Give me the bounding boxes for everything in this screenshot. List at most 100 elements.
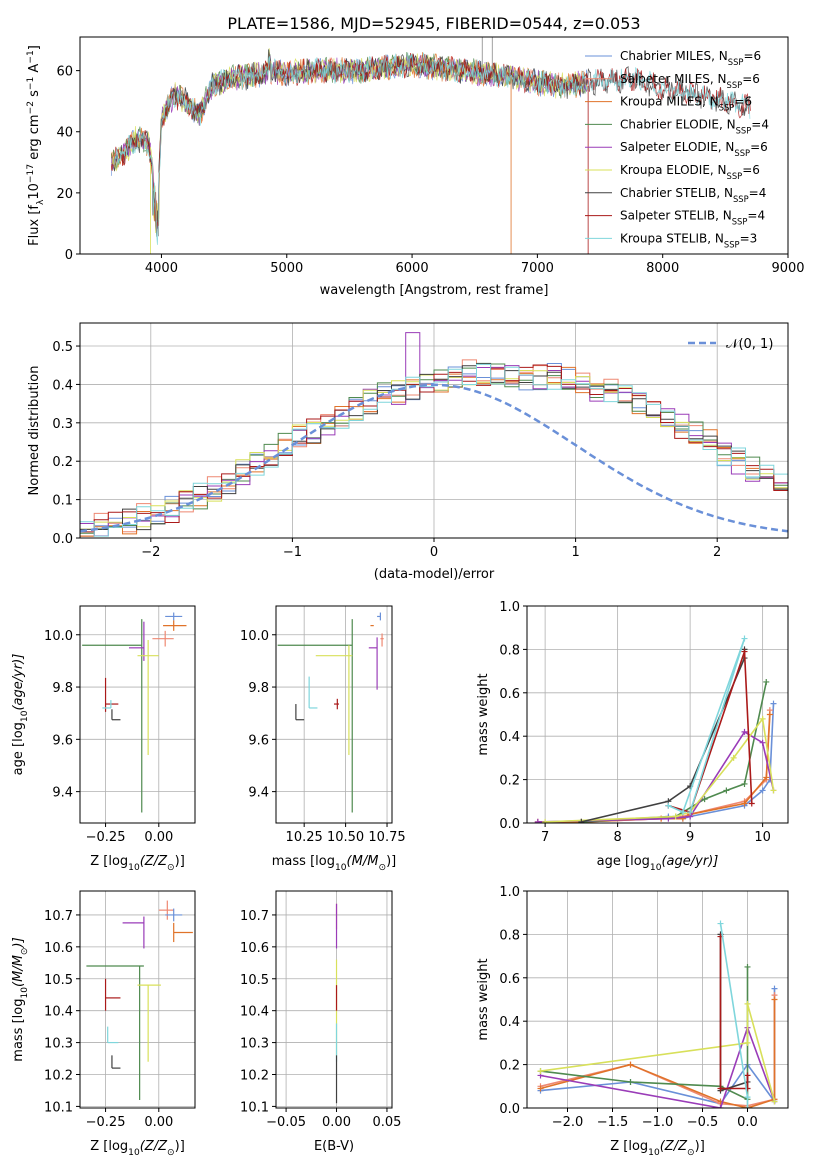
spectrum-x-tick-label: 4000 [145,261,178,276]
weight-vs-Z-y-tick-label: 0.0 [499,1102,520,1117]
weight-vs-Z-y-tick-label: 0.4 [499,1015,520,1030]
mass-vs-Z-y-tick-label: 10.4 [44,1005,73,1020]
label-part: =3 [740,231,758,245]
label-part: λ [36,199,46,205]
label-part: SSP [727,171,743,181]
label-part: )] [175,854,185,869]
mass-vs-Z-y-tick-label: 10.6 [44,941,73,956]
legend-entry: Chabrier MILES, NSSP=6 [620,49,761,67]
label-part: Flux [f [27,205,42,246]
label-part: ⊙ [167,863,175,873]
error-bar [128,621,145,661]
label-part: SSP [728,57,744,67]
error-bar [295,704,305,721]
age-vs-mass-frame [275,605,393,824]
label-part: A [27,64,42,77]
weight-point [771,1098,778,1105]
weight-point [770,787,777,794]
spectrum-y-axis-label: Flux [fλ10−17 erg cm−2 s−1 A−1] [26,45,46,246]
spectrum-plot-area [110,37,751,254]
error-bar [82,619,143,813]
label-part: SSP [732,217,748,227]
error-bar [315,645,353,756]
label-part: Chabrier STELIB, N [620,186,733,200]
label-part: (Z/Z [140,854,168,869]
label-part: −1 [26,50,36,63]
residuals-histogram [80,364,788,533]
label-part: =6 [742,163,760,177]
label-part: =6 [742,72,760,86]
residuals-y-tick-label: 0.4 [52,378,73,393]
label-part: age [log [597,854,650,869]
error-bar [165,612,183,621]
weight-point [741,728,748,735]
label-part: −17 [26,164,36,183]
residuals-histogram [80,363,788,537]
error-bar [104,677,119,712]
weight-series-line [540,1025,776,1108]
label-part: Salpeter ELODIE, N [620,140,734,154]
weight-vs-age-y-tick-label: 0.8 [499,643,520,658]
weight-point [537,1068,544,1075]
error-bar [111,1055,121,1069]
weight-point [578,818,585,823]
label-part: 10 [335,863,347,873]
residuals-plot-area [80,332,788,537]
residuals-x-tick-label: 1 [571,545,579,560]
label-part: )] [175,1139,185,1154]
error-bar [122,916,145,949]
error-bar [86,965,144,1101]
label-part: mass [log [11,999,26,1062]
mass-vs-EBV-x-tick-label: 0.00 [322,1115,351,1130]
mass-vs-Z-panel: −0.25 0.00 10.1 10.2 10.3 10.4 10.5 10.6 10.7 Z [… [11,890,196,1158]
age-vs-mass-y-tick-label: 9.4 [248,786,269,801]
weight-point [537,1085,544,1092]
error-bar [107,1026,119,1044]
label-part: Kroupa ELODIE, N [620,163,727,177]
spectrum-frame [79,36,789,255]
weight-point [741,648,748,655]
error-bar [377,612,381,621]
weight-vs-Z-panel: −2.0 −1.5 −1.0 −0.5 0.0 0.0 0.2 0.4 0.6 0.8 1.0 Z [… [476,885,789,1158]
label-part: =6 [750,140,768,154]
residuals-y-tick-label: 0.3 [52,417,73,432]
weight-point [759,715,766,722]
error-bar [137,639,159,756]
weight-vs-Z-x-tick-label: 0.0 [737,1115,758,1130]
residuals-y-tick-label: 0.2 [52,455,73,470]
label-part: 10 [128,863,140,873]
label-part: s [27,90,42,101]
error-bar [137,984,161,1062]
normal-curve [80,383,788,533]
weight-series-line [668,638,746,814]
mass-vs-Z-y-tick-label: 10.5 [44,973,73,988]
label-part: age [log [11,722,26,775]
weight-series-line [719,936,749,1090]
error-bar [163,620,187,631]
label-part: mass [log [272,854,335,869]
age-vs-Z-y-tick-label: 10.0 [44,629,73,644]
error-bar [173,922,193,943]
weight-vs-age-frame [526,605,789,824]
age-vs-mass-x-tick-label: 10.50 [327,830,364,845]
mass-vs-EBV-x-tick-label: −0.05 [266,1115,306,1130]
error-bar [334,698,339,710]
label-part: 10 [648,1148,660,1158]
residuals-y-tick-label: 0.0 [52,532,73,547]
weight-vs-age-x-tick-label: 8 [613,830,621,845]
spectrum-x-tick-label: 9000 [771,261,804,276]
residuals-histogram [80,332,788,537]
age-vs-mass-x-axis-label: mass [log10(M/M⊙)] [272,854,396,873]
mass-vs-EBV-x-tick-label: 0.05 [372,1115,401,1130]
label-part: SSP [734,148,750,158]
mass-vs-Z-x-tick-label: 0.00 [144,1115,173,1130]
weight-point [771,985,778,992]
weight-point [627,1061,634,1068]
spectrum-y-tick-label: 60 [56,65,73,80]
mass-vs-Z-plot-area [86,900,193,1101]
label-part: (M/M [11,955,26,987]
weight-point [717,1105,724,1108]
weight-point [771,996,778,1003]
spectrum-series-line [113,52,751,245]
